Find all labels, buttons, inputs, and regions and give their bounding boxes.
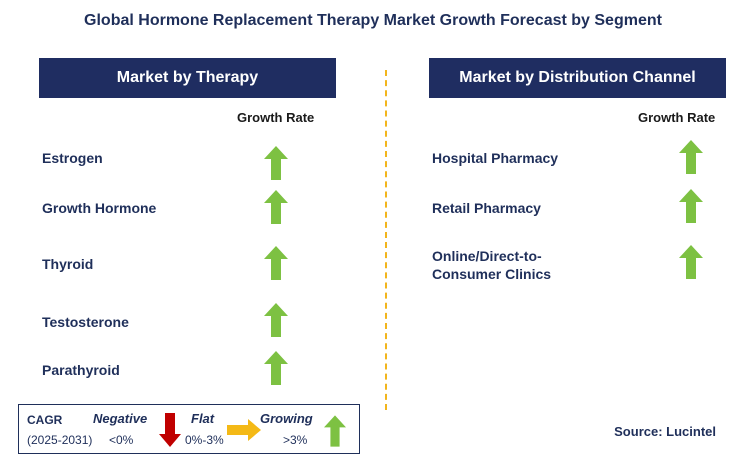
- legend-cagr-label: CAGR: [27, 413, 63, 427]
- legend-flat-range: 0%-3%: [185, 433, 224, 447]
- up-arrow-icon: [264, 190, 288, 224]
- therapy-header: Market by Therapy: [39, 58, 336, 98]
- legend-flat-label: Flat: [191, 411, 215, 426]
- right-arrow-icon: [227, 419, 261, 441]
- up-arrow-icon: [264, 351, 288, 385]
- up-arrow-icon: [264, 303, 288, 337]
- up-arrow-icon: [324, 415, 346, 447]
- down-arrow-icon: [159, 413, 181, 447]
- panel-divider: [385, 70, 387, 410]
- therapy-item-growth-hormone: Growth Hormone: [42, 200, 157, 216]
- distribution-item-online-direct: Online/Direct-to- Consumer Clinics: [432, 247, 551, 283]
- therapy-item-testosterone: Testosterone: [42, 314, 129, 330]
- legend-negative-range: <0%: [109, 433, 134, 447]
- up-arrow-icon: [264, 246, 288, 280]
- page-title: Global Hormone Replacement Therapy Marke…: [84, 12, 662, 29]
- cagr-legend: CAGR (2025-2031) Negative <0% Flat 0%-3%…: [18, 404, 360, 454]
- up-arrow-icon: [679, 140, 703, 174]
- legend-growing-label: Growing: [260, 411, 313, 426]
- legend-growing-range: >3%: [283, 433, 308, 447]
- therapy-item-estrogen: Estrogen: [42, 150, 103, 166]
- therapy-growth-rate-label: Growth Rate: [237, 110, 315, 125]
- distribution-item-retail-pharmacy: Retail Pharmacy: [432, 200, 541, 216]
- distribution-item-hospital-pharmacy: Hospital Pharmacy: [432, 150, 559, 166]
- distribution-header: Market by Distribution Channel: [429, 58, 726, 98]
- distribution-growth-rate-label: Growth Rate: [638, 110, 716, 125]
- distribution-item-online-line2: Consumer Clinics: [432, 266, 552, 282]
- up-arrow-icon: [679, 189, 703, 223]
- source-label: Source: Lucintel: [614, 424, 716, 439]
- up-arrow-icon: [264, 146, 288, 180]
- therapy-item-parathyroid: Parathyroid: [42, 362, 120, 378]
- legend-period: (2025-2031): [27, 433, 93, 447]
- therapy-item-thyroid: Thyroid: [42, 256, 94, 272]
- up-arrow-icon: [679, 245, 703, 279]
- distribution-item-online-line1: Online/Direct-to-: [432, 248, 542, 264]
- legend-negative-label: Negative: [93, 411, 148, 426]
